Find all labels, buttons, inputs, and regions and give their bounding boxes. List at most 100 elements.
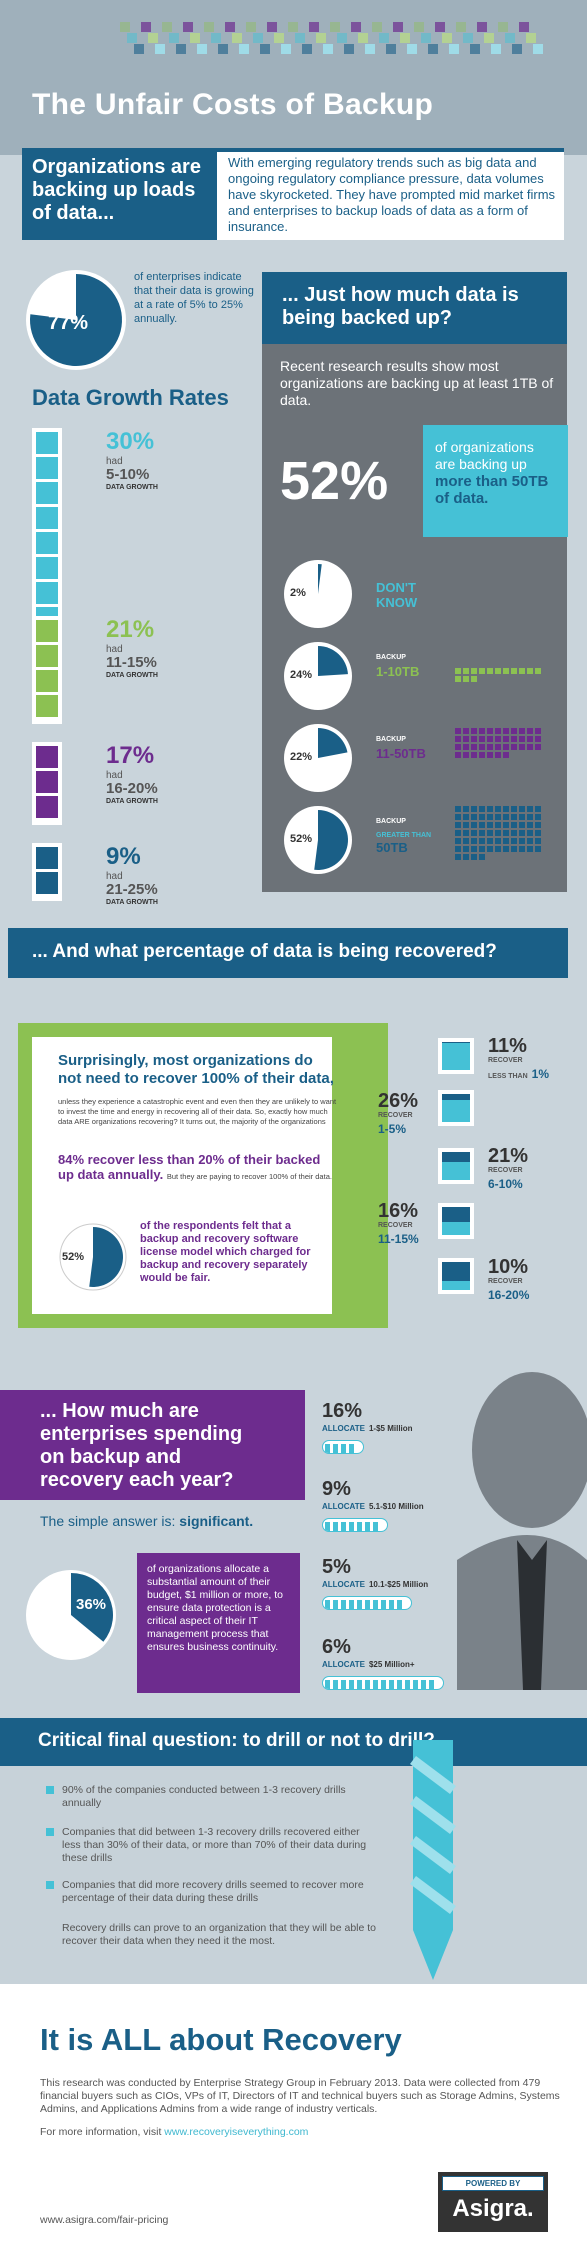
growth-had: had xyxy=(106,456,123,467)
footer-text: This research was conducted by Enterpris… xyxy=(40,2077,560,2115)
growth-bar-block xyxy=(36,695,58,717)
backup-grid-cell xyxy=(527,736,533,742)
spend-bar-segment xyxy=(333,1680,338,1689)
pixel-block xyxy=(239,44,249,54)
spend-bar-segment xyxy=(373,1680,378,1689)
pixel-block xyxy=(407,44,417,54)
backup-big-box: of organizations are backing up more tha… xyxy=(423,425,568,537)
growth-bar-block xyxy=(36,532,58,554)
backup-grid-cell xyxy=(503,668,509,674)
growth-had: had xyxy=(106,871,123,882)
pixel-block xyxy=(288,22,298,32)
spend-bar-segment xyxy=(325,1600,330,1609)
spending-simple-answer: The simple answer is: significant. xyxy=(40,1513,253,1529)
pixel-block xyxy=(456,22,466,32)
backup-grid-cell xyxy=(463,744,469,750)
backup-pie-pct: 52% xyxy=(290,833,313,845)
pixel-block xyxy=(344,44,354,54)
backup-grid-cell xyxy=(487,814,493,820)
spend-bar xyxy=(322,1596,412,1610)
backup-grid-cell xyxy=(479,736,485,742)
spend-pct: 6% xyxy=(322,1636,351,1658)
spend-range: $25 Million+ xyxy=(368,1660,415,1669)
spend-allocate: ALLOCATE xyxy=(322,1424,365,1433)
backup-grid-cell xyxy=(511,728,517,734)
backup-grid-cell xyxy=(463,830,469,836)
growth-had: had xyxy=(106,644,123,655)
pixel-block xyxy=(274,33,284,43)
recover-range: 11-15% xyxy=(378,1232,419,1246)
spend-bar-segment xyxy=(389,1680,394,1689)
pixel-block xyxy=(330,22,340,32)
backup-grid-cell xyxy=(455,838,461,844)
spend-range: 5.1-$10 Million xyxy=(368,1502,424,1511)
spend-bar-segment xyxy=(381,1600,386,1609)
spend-bar-segment xyxy=(341,1680,346,1689)
recover-level-fill xyxy=(442,1043,470,1070)
pixel-block xyxy=(260,44,270,54)
backup-grid-cell xyxy=(503,830,509,836)
pixel-block xyxy=(442,33,452,43)
recover-level-icon xyxy=(438,1090,474,1126)
backup-grid-cell xyxy=(455,822,461,828)
footer-url[interactable]: www.asigra.com/fair-pricing xyxy=(40,2214,169,2226)
backup-grid-cell xyxy=(535,668,541,674)
recover-label: RECOVER xyxy=(488,1278,523,1285)
growth-bar xyxy=(32,616,62,724)
backup-grid-cell xyxy=(511,822,517,828)
backup-grid-cell xyxy=(455,744,461,750)
growth-bar-block xyxy=(36,620,58,642)
pixel-block xyxy=(323,44,333,54)
pixel-block xyxy=(302,44,312,54)
backup-big-text-a: of organizations are backing up xyxy=(435,439,534,472)
backup-pie xyxy=(284,560,352,628)
drill-panel xyxy=(0,1766,587,1984)
pixel-block xyxy=(295,33,305,43)
pixel-block xyxy=(358,33,368,43)
backup-grid-cell xyxy=(527,830,533,836)
footer-link[interactable]: www.recoveryiseverything.com xyxy=(164,2126,309,2138)
spend-bar-segment xyxy=(397,1600,402,1609)
backup-grid-cell xyxy=(511,744,517,750)
backup-grid-cell xyxy=(455,728,461,734)
backup-grid-cell xyxy=(479,822,485,828)
pixel-block xyxy=(463,33,473,43)
backup-grid-cell xyxy=(527,814,533,820)
spend-allocate: ALLOCATE xyxy=(322,1660,365,1669)
backup-grid-cell xyxy=(511,830,517,836)
pixel-block xyxy=(470,44,480,54)
bullet-icon xyxy=(46,1828,54,1836)
pixel-block xyxy=(190,33,200,43)
pixel-block xyxy=(197,44,207,54)
backup-grid-cell xyxy=(463,838,469,844)
recovery-highlight: 84% recover less than 20% of their backe… xyxy=(58,1152,338,1184)
pixel-block xyxy=(428,44,438,54)
backup-grid-cell xyxy=(495,822,501,828)
backup-grid-cell xyxy=(535,806,541,812)
backup-grid-cell xyxy=(511,846,517,852)
backup-grid-cell xyxy=(455,752,461,758)
growth-bar-block xyxy=(36,432,58,454)
recovery-pie-slice xyxy=(89,1227,123,1287)
growth-bar-block xyxy=(36,746,58,768)
recover-level-icon xyxy=(438,1148,474,1184)
backup-grid-cell xyxy=(463,814,469,820)
spend-bar-segment xyxy=(349,1680,354,1689)
backup-grid-cell xyxy=(503,838,509,844)
backup-grid-cell xyxy=(471,676,477,682)
pixel-block xyxy=(204,22,214,32)
growth-bar xyxy=(32,428,62,636)
backup-grid-cell xyxy=(455,854,461,860)
recover-range-value: 1-5% xyxy=(378,1122,407,1136)
pixel-block xyxy=(162,22,172,32)
growth-pie-pct: 77% xyxy=(48,312,89,334)
recover-label: RECOVER xyxy=(378,1222,413,1229)
backup-grid-cell xyxy=(503,822,509,828)
growth-bar-block xyxy=(36,847,58,869)
backup-grid-cell xyxy=(471,830,477,836)
growth-bar-block xyxy=(36,457,58,479)
backup-pie-range: 1-10TB xyxy=(376,664,420,679)
growth-bar-block xyxy=(36,582,58,604)
backup-grid-cell xyxy=(479,846,485,852)
